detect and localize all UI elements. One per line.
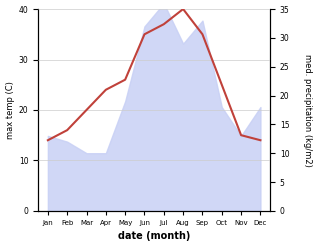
X-axis label: date (month): date (month) <box>118 231 190 242</box>
Y-axis label: max temp (C): max temp (C) <box>5 81 15 139</box>
Y-axis label: med. precipitation (kg/m2): med. precipitation (kg/m2) <box>303 54 313 166</box>
